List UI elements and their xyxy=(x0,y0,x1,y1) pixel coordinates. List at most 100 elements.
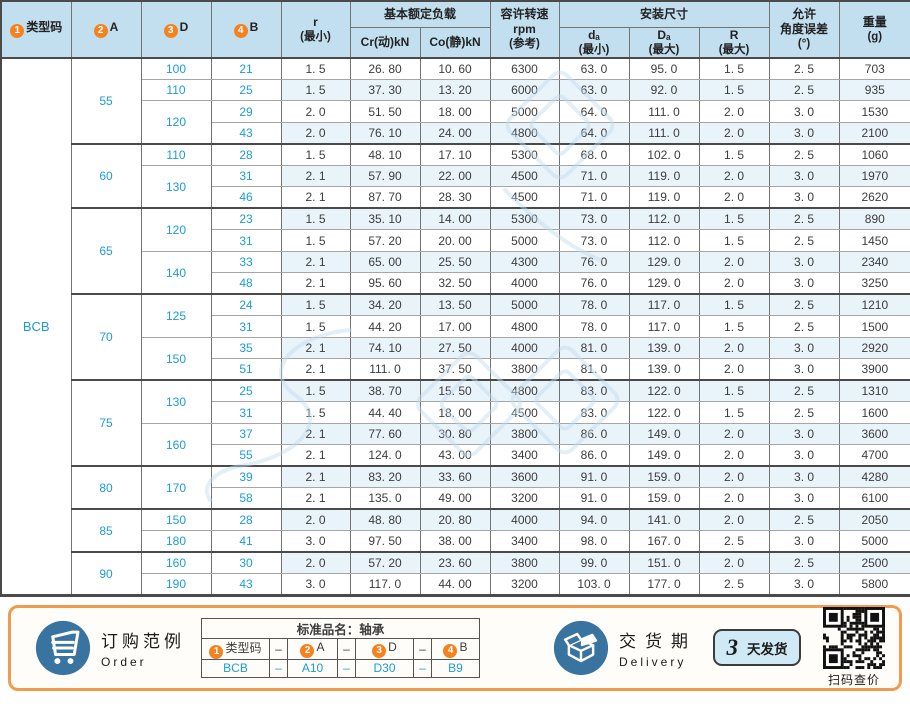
co-load-cell: 18. 00 xyxy=(419,401,491,424)
weight-cell: 2500 xyxy=(838,551,910,575)
b-value-cell: 48 xyxy=(210,272,282,295)
r-min-cell: 2. 0 xyxy=(280,121,351,145)
order-dash: – xyxy=(337,658,356,678)
rpm-cell: 4500 xyxy=(489,401,560,424)
co-load-cell: 49. 00 xyxy=(419,487,491,510)
header-rpm: 容许转速 rpm (参考) xyxy=(489,0,560,59)
angle-error-cell: 2. 5 xyxy=(768,229,840,252)
a-value-cell: 60 xyxy=(70,142,142,209)
co-load-cell: 43. 00 xyxy=(419,444,491,467)
angle-error-cell: 3. 0 xyxy=(768,444,840,467)
b-value-cell: 41 xyxy=(210,530,282,553)
rpm-cell: 3800 xyxy=(489,551,560,575)
number-badge-icon: 4 xyxy=(233,24,248,39)
order-subtitle: Order xyxy=(101,654,147,669)
da-min-cell: 91. 0 xyxy=(558,465,630,489)
co-load-cell: 15. 50 xyxy=(419,379,491,403)
qr-section: 扫码查价 xyxy=(823,607,885,688)
da-min-cell: 63. 0 xyxy=(558,78,630,102)
r-min-cell: 1. 5 xyxy=(280,142,351,166)
da-min-cell: 76. 0 xyxy=(558,250,630,274)
cr-load-cell: 57. 20 xyxy=(349,229,421,252)
da-min-cell: 78. 0 xyxy=(558,315,630,338)
table-row: 90 160 30 2. 0 57. 20 23. 60 3800 99. 0 151. 0 2.… xyxy=(1,551,910,596)
weight-cell: 1210 xyxy=(838,293,910,317)
angle-error-cell: 3. 0 xyxy=(768,573,840,596)
b-value-cell: 24 xyxy=(210,293,282,317)
R-max-cell: 2. 0 xyxy=(698,100,770,123)
b-value-cell: 21 xyxy=(210,57,282,80)
table-row: 48 2. 1 95. 60 32. 50 4000 76. 0 129. 0 2. 0 3. … xyxy=(1,272,910,295)
weight-cell: 1530 xyxy=(838,100,910,123)
cr-load-cell: 117. 0 xyxy=(349,573,421,596)
r-min-cell: 2. 0 xyxy=(280,551,351,575)
r-min-cell: 3. 0 xyxy=(280,573,351,596)
weight-cell: 1060 xyxy=(838,142,910,166)
weight-cell: 4700 xyxy=(838,444,910,467)
da-min-cell: 86. 0 xyxy=(558,444,630,467)
d-value-cell: 100 xyxy=(140,57,212,80)
weight-cell: 1310 xyxy=(838,379,910,403)
da-min-cell: 83. 0 xyxy=(558,401,630,424)
weight-cell: 5800 xyxy=(838,573,910,596)
order-dash: – xyxy=(269,658,288,678)
b-value-cell: 30 xyxy=(210,551,282,575)
co-load-cell: 14. 00 xyxy=(419,207,491,231)
r-min-cell: 2. 1 xyxy=(280,250,351,274)
co-load-cell: 17. 10 xyxy=(419,142,491,166)
order-value-type: BCB xyxy=(201,658,270,678)
rpm-cell: 6300 xyxy=(489,57,560,80)
co-load-cell: 13. 20 xyxy=(419,78,491,102)
angle-error-cell: 3. 0 xyxy=(768,358,840,381)
rpm-cell: 4000 xyxy=(489,508,560,532)
co-load-cell: 20. 80 xyxy=(419,508,491,532)
r-min-cell: 1. 5 xyxy=(280,401,351,424)
weight-cell: 890 xyxy=(838,207,910,231)
rpm-cell: 4800 xyxy=(489,379,560,403)
da-min-cell: 73. 0 xyxy=(558,207,630,231)
a-value-cell: 90 xyxy=(70,551,142,596)
rpm-cell: 6000 xyxy=(489,78,560,102)
weight-cell: 3600 xyxy=(838,422,910,446)
r-min-cell: 1. 5 xyxy=(280,229,351,252)
weight-cell: 935 xyxy=(838,78,910,102)
co-load-cell: 18. 00 xyxy=(419,100,491,123)
table-row: 51 2. 1 111. 0 37. 50 3800 81. 0 139. 0 2. 0 3. … xyxy=(1,358,910,381)
header-cr: Cr(动)kN xyxy=(349,26,421,59)
a-value-cell: 70 xyxy=(70,293,142,381)
da-min-cell: 81. 0 xyxy=(558,358,630,381)
weight-cell: 703 xyxy=(838,57,910,80)
R-max-cell: 2. 0 xyxy=(698,465,770,489)
R-max-cell: 2. 0 xyxy=(698,186,770,209)
table-row: 85 150 28 2. 0 48. 80 20. 80 4000 94. 0 141. 0 2.… xyxy=(1,508,910,553)
table-row: BCB 55 100 21 1. 5 26. 80 10. 60 6300 63. 0 95. 0… xyxy=(0,57,910,596)
r-min-cell: 1. 5 xyxy=(280,207,351,231)
angle-error-cell: 2. 5 xyxy=(768,401,840,424)
cr-load-cell: 57. 20 xyxy=(349,551,421,575)
type-code-cell: BCB xyxy=(0,57,72,596)
da-min-cell: 91. 0 xyxy=(558,487,630,510)
rpm-cell: 5300 xyxy=(489,207,560,231)
cr-load-cell: 51. 50 xyxy=(349,100,421,123)
R-max-cell: 2. 0 xyxy=(698,508,770,532)
R-max-cell: 2. 0 xyxy=(698,551,770,575)
d-value-cell: 140 xyxy=(140,250,212,295)
order-dash: – xyxy=(269,637,288,660)
cr-load-cell: 95. 60 xyxy=(349,272,421,295)
Da-max-cell: 151. 0 xyxy=(628,551,700,575)
order-title: 订购范例 xyxy=(101,631,185,651)
b-value-cell: 43 xyxy=(210,573,282,596)
order-value-d: D30 xyxy=(355,658,414,678)
cr-load-cell: 35. 10 xyxy=(349,207,421,231)
r-min-cell: 2. 0 xyxy=(280,508,351,532)
angle-error-cell: 3. 0 xyxy=(768,121,840,145)
b-value-cell: 39 xyxy=(210,465,282,489)
R-max-cell: 2. 0 xyxy=(698,272,770,295)
Da-max-cell: 122. 0 xyxy=(628,401,700,424)
cr-load-cell: 34. 20 xyxy=(349,293,421,317)
weight-cell: 6100 xyxy=(838,487,910,510)
R-max-cell: 2. 0 xyxy=(698,358,770,381)
R-max-cell: 2. 0 xyxy=(698,487,770,510)
